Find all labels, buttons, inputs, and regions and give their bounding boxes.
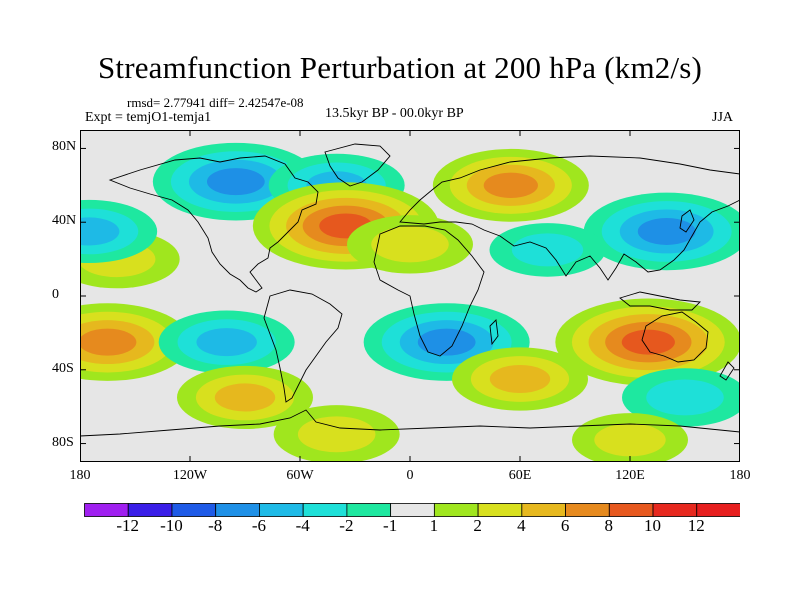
tick-marks [80,130,740,462]
colorbar-label: -10 [160,516,183,535]
colorbar-swatch [215,503,260,517]
anomaly-contour [297,416,376,453]
anomaly-contour [80,328,137,356]
anomaly-field [80,142,740,462]
colorbar-label: 1 [429,516,439,535]
anomaly-contour [637,217,696,245]
anomaly-contour [206,168,265,196]
experiment-label: Expt = temjO1-temja1 [85,110,212,125]
colorbar-swatch [127,503,173,517]
colorbar-label: -2 [339,516,354,535]
coastlines [80,143,740,437]
y-tick-label: 40S [52,360,74,376]
x-tick-label: 180 [69,468,91,483]
colorbar-swatch [346,503,392,517]
coastline-australia [641,311,709,363]
map-title: Streamfunction Perturbation at 200 hPa (… [97,50,703,85]
colorbar-label: -1 [383,516,398,535]
y-tick-label: 40N [52,213,77,229]
y-tick-label: 80S [52,434,74,450]
colorbar-swatch [608,503,654,517]
colorbar-swatch [84,503,129,517]
map-plot [80,130,740,462]
colorbar-swatch [171,503,217,517]
coastline-maritime [619,291,701,311]
period-label: 13.5kyr BP - 00.0kyr BP [325,106,464,121]
stats-label: rmsd= 2.77941 diff= 2.42547e-08 [127,95,304,110]
colorbar-label: -12 [116,516,140,535]
coastline-south-america [263,289,343,403]
anomaly-contour [483,172,538,198]
x-tick-label: 0 [406,468,414,483]
colorbar-label: -8 [208,516,223,535]
colorbar-swatch [521,503,566,517]
colorbar-swatch [259,503,304,517]
coastline-eurasia [399,155,740,281]
colorbar-swatch [565,503,610,517]
season-label: JJA [712,110,734,125]
anomaly-contour [214,383,276,412]
coastline-madagascar [489,319,499,346]
colorbar-label: 10 [644,516,662,535]
x-tick-label: 60E [508,468,532,483]
coastline-japan [679,209,695,233]
colorbar-label: 2 [473,516,482,535]
x-tick-label: 60W [286,468,314,483]
anomaly-contour [621,329,675,355]
colorbar-swatch [477,503,523,517]
colorbar-label: 8 [604,516,614,535]
colorbar-label: -4 [295,516,310,535]
coastline-new-zealand [719,361,735,381]
colorbar-swatch [652,503,698,517]
colorbar-swatch [696,503,740,517]
coastline-north-america [108,155,319,293]
y-tick-label: 0 [52,287,59,302]
x-tick-label: 120W [172,468,208,483]
anomaly-contour [417,328,476,356]
colorbar-label: 6 [560,516,570,535]
coastline-africa [373,225,485,357]
colorbar-label: -6 [251,516,267,535]
anomaly-contour [196,328,257,357]
x-tick-label: 180 [729,468,751,483]
anomaly-contour [80,217,120,246]
colorbar-label: 12 [687,516,705,535]
anomaly-contour [646,379,724,416]
coastline-greenland [324,143,391,187]
colorbar-swatch [390,503,435,517]
colorbar-swatch [433,503,479,517]
x-tick-label: 120E [615,468,645,483]
colorbar [84,503,740,517]
y-tick-label: 80N [52,139,77,155]
anomaly-contour [594,423,666,457]
colorbar-swatch [302,503,348,517]
coastline-antarctica [80,409,740,437]
colorbar-label: 4 [517,516,526,535]
anomaly-contour [489,364,551,394]
anomaly-contour [371,226,449,263]
